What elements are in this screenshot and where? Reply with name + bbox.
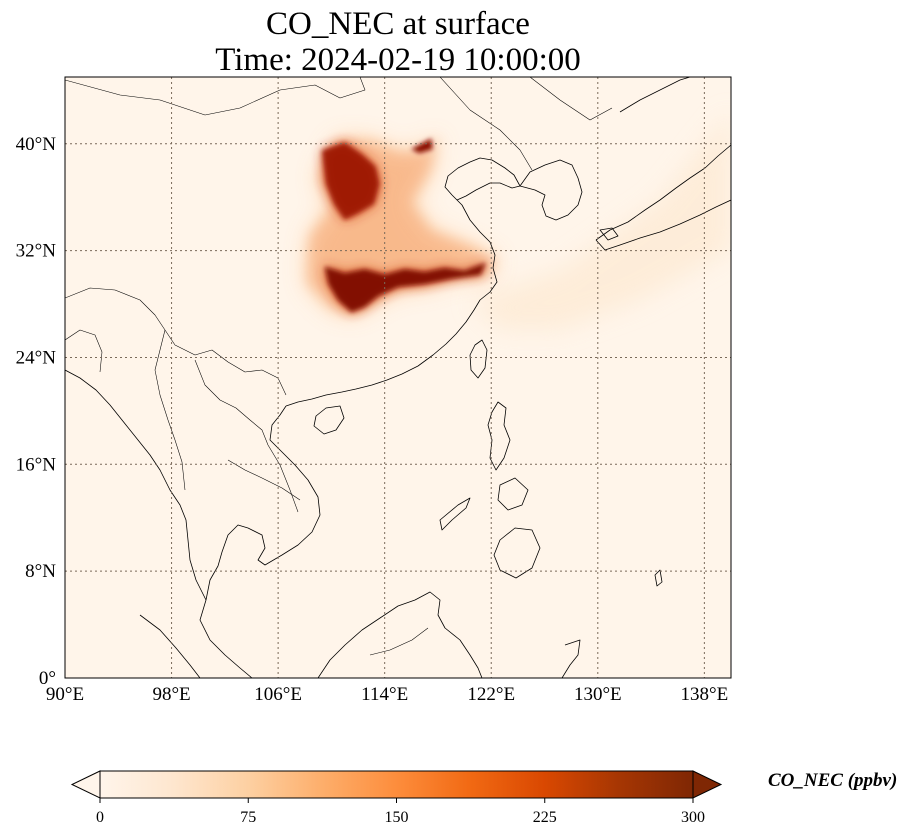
colorbar-tick-label: 0 (96, 809, 104, 826)
sulawesi-coastline (561, 639, 581, 678)
hainan-coastline (313, 405, 345, 435)
map-title-line1: CO_NEC at surface (266, 6, 530, 42)
map-panel: 90°E 98°E 106°E 114°E 122°E 130°E 138°E 0° 8°N 16… (16, 76, 732, 705)
bangladesh-border (65, 329, 103, 373)
colorbar-tick-label: 225 (533, 809, 557, 826)
lon-tick-label: 106°E (254, 684, 302, 705)
mindanao-coastline (493, 527, 541, 579)
japan-south-coastline (595, 199, 731, 251)
china-coastline (285, 194, 498, 407)
borneo-border (369, 627, 429, 656)
colorbar-extend-max (692, 770, 723, 799)
southwest-china-border (65, 287, 287, 396)
japan-coastline (595, 144, 731, 241)
plume-beijing-core (411, 138, 433, 154)
mongolia-border (65, 77, 366, 116)
axis-ticks: 90°E 98°E 106°E 114°E 122°E 130°E 138°E 0° 8°N 16… (16, 134, 729, 705)
thailand-border (227, 459, 301, 501)
palau-coastline (654, 569, 663, 587)
co-plume (307, 137, 497, 315)
outflow-haze (470, 110, 731, 330)
plume-north-core (322, 142, 380, 220)
lat-tick-label: 8°N (25, 561, 56, 582)
map-frame (64, 76, 732, 679)
colorbar-ticks: 0 75 150 225 300 (96, 798, 705, 826)
lon-tick-label: 122°E (467, 684, 515, 705)
colorbar-gradient (100, 771, 693, 798)
sumatra-coastline (139, 614, 201, 678)
palawan-coastline (439, 497, 471, 531)
plume-south-core (324, 262, 486, 313)
country-borders (65, 77, 613, 656)
colorbar-tick-label: 150 (385, 809, 409, 826)
indochina-coastline (199, 405, 321, 678)
lon-tick-label: 90°E (46, 684, 84, 705)
colorbar-extend-min (70, 770, 101, 799)
colorbar: 0 75 150 225 300 (70, 770, 723, 826)
bay-of-bengal-coastline (65, 369, 207, 601)
laos-border (194, 359, 299, 513)
lat-tick-label: 32°N (16, 241, 57, 262)
northeast-border (439, 77, 533, 171)
coastlines (65, 77, 731, 678)
borneo-coastline (317, 591, 483, 678)
lon-tick-label: 138°E (681, 684, 729, 705)
kyushu-coastline (599, 227, 619, 241)
luzon-coastline (487, 401, 511, 471)
gridlines (65, 77, 731, 678)
lon-tick-label: 98°E (152, 684, 190, 705)
colorbar-label: CO_NEC (ppbv) (768, 770, 898, 791)
russia-border (529, 77, 613, 121)
lat-tick-label: 16°N (16, 454, 57, 475)
colorbar-tick-label: 300 (681, 809, 705, 826)
lat-tick-label: 0° (39, 668, 56, 689)
lon-tick-label: 130°E (574, 684, 622, 705)
lon-tick-label: 114°E (361, 684, 408, 705)
myanmar-border (154, 329, 186, 491)
colorbar-tick-label: 75 (240, 809, 256, 826)
visayas-coastline (497, 477, 529, 511)
lat-tick-label: 40°N (16, 134, 57, 155)
bohai-coastline (444, 157, 521, 201)
map-title-line2: Time: 2024-02-19 10:00:00 (215, 42, 581, 78)
korea-coastline (519, 159, 583, 221)
lat-tick-label: 24°N (16, 347, 57, 368)
hokkaido-coastline (619, 77, 691, 113)
